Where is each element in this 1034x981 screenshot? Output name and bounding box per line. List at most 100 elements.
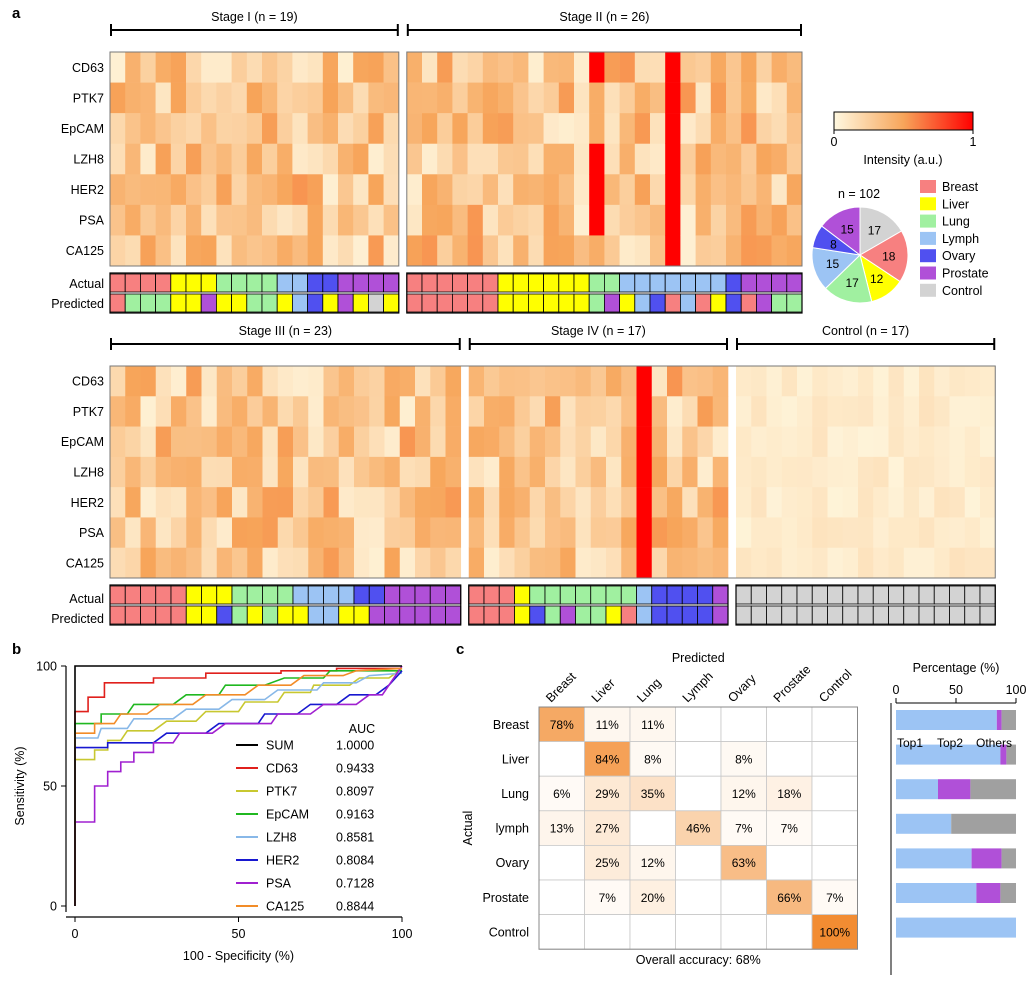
heat-cell	[155, 204, 172, 236]
heat-cell	[499, 396, 515, 427]
legend-label-lung: Lung	[942, 215, 970, 229]
heat-cell	[560, 487, 576, 518]
class-cell-pred	[918, 605, 935, 625]
heat-cell	[574, 143, 590, 175]
heat-cell	[292, 174, 308, 206]
heat-cell	[323, 517, 340, 549]
heat-cell	[368, 143, 384, 175]
heat-cell	[695, 82, 712, 114]
heat-cell	[247, 487, 263, 518]
heat-cell	[636, 487, 653, 518]
heat-cell	[964, 487, 981, 518]
stage-label-1: Stage II (n = 26)	[559, 10, 649, 24]
heat-cell	[934, 426, 950, 458]
heat-cell	[171, 547, 187, 579]
class-cell-pred	[323, 605, 340, 625]
class-cell-pred	[383, 293, 400, 313]
heat-cell	[155, 82, 172, 114]
heat-cell	[980, 487, 996, 518]
legend-auc-value: 0.8097	[336, 785, 374, 799]
pct-bar-top1	[896, 710, 997, 730]
heat-cell	[827, 366, 844, 397]
class-cell-pred	[367, 293, 384, 313]
heat-cell	[781, 487, 798, 518]
class-cell-pred	[827, 605, 844, 625]
heat-cell	[903, 366, 920, 397]
heat-cell	[293, 396, 309, 427]
heat-cell	[422, 82, 438, 114]
class-cell-actual	[680, 273, 697, 293]
heat-cell	[468, 517, 485, 549]
heat-cell	[277, 235, 293, 267]
heat-cell	[430, 517, 446, 549]
cm-cell	[811, 810, 858, 846]
heat-cell	[415, 487, 431, 518]
class-cell-actual	[781, 585, 798, 605]
roc-line-ca125	[74, 667, 403, 906]
class-cell-actual	[651, 585, 668, 605]
heat-cell	[406, 52, 423, 83]
heat-cell	[262, 487, 279, 518]
class-cell-pred	[710, 293, 727, 313]
heat-cell	[558, 52, 575, 83]
heat-cell	[293, 456, 309, 488]
heat-cell	[751, 426, 767, 458]
pct-tick-label: 100	[1006, 683, 1027, 697]
heat-cell	[277, 113, 293, 145]
heat-cell	[292, 113, 308, 145]
heat-cell	[741, 52, 757, 83]
heat-cell	[873, 487, 889, 518]
heat-cell	[980, 517, 996, 549]
pct-bar-others	[970, 779, 1016, 800]
class-cell-actual	[276, 273, 293, 293]
heat-cell	[903, 426, 920, 458]
heat-cell	[726, 52, 742, 83]
heat-cell	[543, 174, 560, 206]
heat-cell	[155, 235, 172, 267]
heat-cell	[437, 52, 453, 83]
class-cell-actual	[338, 585, 355, 605]
stage-label-4: Control (n = 17)	[822, 324, 909, 338]
cm-cell-value: 12%	[732, 787, 756, 801]
heat-cell	[292, 143, 308, 175]
heat-cell	[308, 456, 324, 488]
row-label-predicted-2: Predicted	[51, 612, 104, 626]
class-cell-actual	[620, 585, 637, 605]
class-cell-actual	[712, 585, 729, 605]
heat-cell	[964, 366, 981, 397]
class-cell-actual	[467, 273, 484, 293]
heat-cell	[430, 547, 446, 579]
legend-swatch-breast	[920, 180, 936, 193]
class-cell-pred	[322, 293, 339, 313]
heat-cell	[514, 456, 531, 488]
class-cell-pred	[664, 293, 681, 313]
cm-cell-value: 46%	[686, 822, 710, 836]
heat-cell	[399, 487, 416, 518]
heat-cell	[513, 82, 529, 114]
heat-cell	[934, 456, 950, 488]
heat-cell	[140, 366, 157, 397]
heat-cell	[680, 113, 696, 145]
cm-cell	[766, 741, 813, 777]
heat-cell	[201, 143, 217, 175]
class-cell-actual	[139, 273, 156, 293]
class-cell-pred	[756, 293, 773, 313]
heat-cell	[736, 396, 752, 427]
heat-cell	[216, 113, 232, 145]
heat-cell	[384, 396, 401, 427]
cm-col-label: Lung	[634, 676, 664, 706]
heat-cell	[482, 113, 499, 145]
heat-cell	[415, 547, 431, 579]
heat-cell	[812, 517, 828, 549]
heat-cell	[186, 547, 202, 579]
heat-cell	[353, 235, 369, 267]
heat-cell	[574, 113, 590, 145]
percentage-bars: Percentage (%) 0 50 100 Top1 Top2 Others	[890, 661, 1027, 975]
heat-cell	[231, 235, 248, 267]
class-cell-actual	[322, 273, 339, 293]
heat-cell	[812, 547, 828, 579]
heat-cell	[484, 456, 500, 488]
class-cell-pred	[712, 605, 729, 625]
heat-cell	[484, 487, 500, 518]
heat-cell	[980, 366, 996, 397]
